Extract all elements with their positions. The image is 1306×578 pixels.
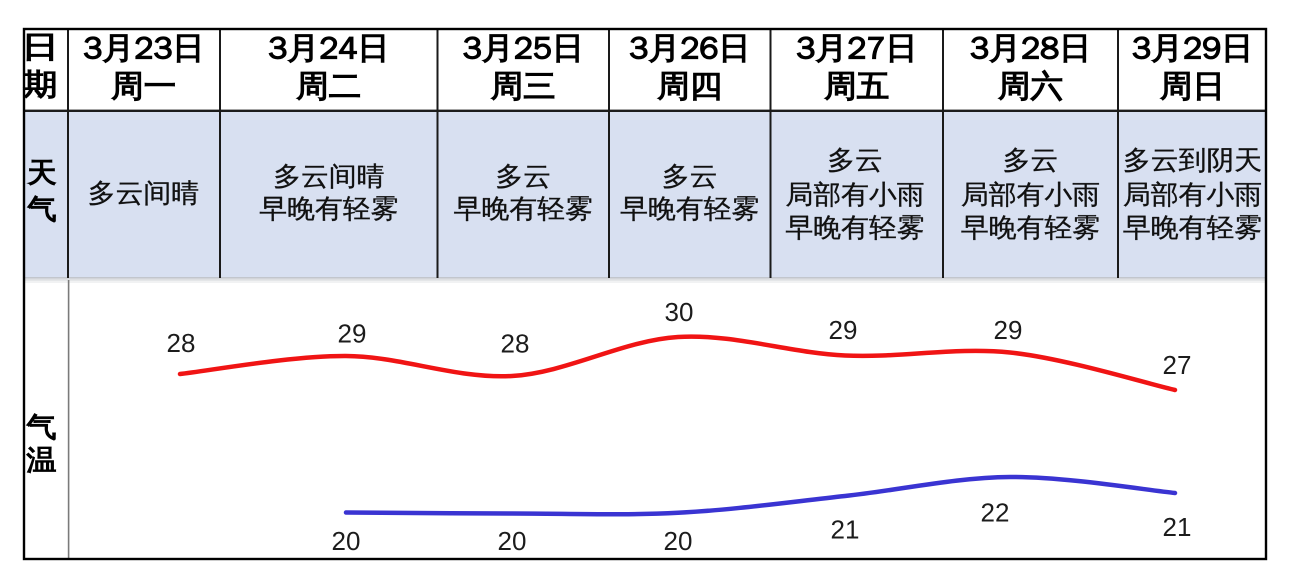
svg-text:20: 20 xyxy=(498,526,527,556)
svg-text:21: 21 xyxy=(831,515,860,545)
svg-text:20: 20 xyxy=(664,526,693,556)
svg-text:21: 21 xyxy=(1163,512,1192,542)
svg-text:27: 27 xyxy=(1163,350,1192,380)
svg-text:29: 29 xyxy=(994,315,1023,345)
svg-text:29: 29 xyxy=(338,319,367,349)
svg-text:22: 22 xyxy=(981,498,1010,528)
svg-text:29: 29 xyxy=(829,315,858,345)
svg-text:28: 28 xyxy=(167,328,196,358)
svg-text:30: 30 xyxy=(665,297,694,327)
svg-text:20: 20 xyxy=(332,526,361,556)
svg-text:28: 28 xyxy=(501,329,530,359)
